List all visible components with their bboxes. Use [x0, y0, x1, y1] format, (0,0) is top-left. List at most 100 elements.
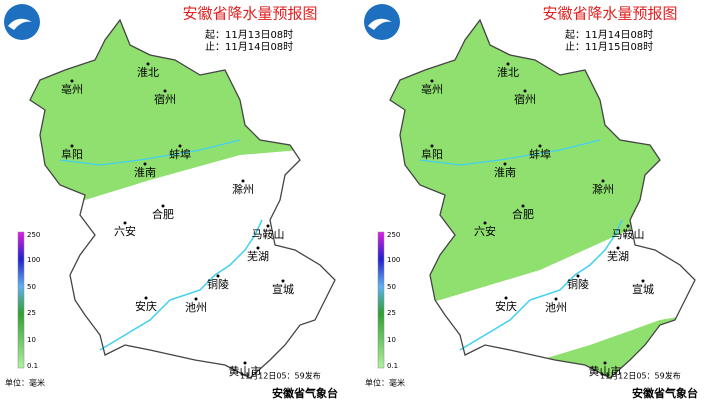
river — [99, 219, 263, 351]
city-label: 淮北 — [137, 66, 159, 79]
legend-tick: 250 — [27, 231, 40, 239]
city-dot — [523, 89, 527, 93]
city-label: 淮北 — [497, 66, 519, 79]
legend-tick: 0.1 — [387, 362, 398, 370]
city-label: 六安 — [114, 224, 136, 238]
start-time: 起：11月14日08时 — [565, 29, 653, 41]
end-time: 止：11月14日08时 — [205, 41, 293, 53]
city-dot — [641, 279, 645, 283]
city-label: 池州 — [545, 301, 567, 314]
city-dot — [430, 79, 434, 83]
city-dot — [504, 296, 508, 300]
city-label: 宣城 — [272, 282, 294, 296]
city-label: 马鞍山 — [252, 227, 285, 241]
city-dot — [256, 246, 260, 250]
river — [419, 139, 601, 166]
city-dot — [163, 89, 167, 93]
city-dot — [281, 279, 285, 283]
legend-tick: 50 — [27, 283, 36, 291]
city-label: 淮南 — [494, 166, 516, 179]
city-label: 六安 — [474, 224, 496, 238]
city-dot — [161, 204, 165, 208]
city-label: 淮南 — [134, 166, 156, 179]
city-label: 亳州 — [61, 82, 83, 96]
city-dot — [601, 179, 605, 183]
city-dot — [603, 361, 607, 365]
city-label: 池州 — [185, 301, 207, 314]
logo-wave — [8, 18, 32, 30]
city-label: 芜湖 — [247, 249, 269, 263]
city-label: 阜阳 — [421, 148, 443, 161]
city-dot — [430, 144, 434, 148]
city-label: 合肥 — [512, 207, 534, 221]
city-label: 马鞍山 — [612, 227, 645, 241]
city-dot — [216, 274, 220, 278]
agency-name: 安徽省气象台 — [272, 386, 338, 400]
legend-tick: 100 — [387, 256, 400, 264]
city-label: 蚌埠 — [529, 147, 551, 161]
city-label: 蚌埠 — [169, 147, 191, 161]
city-dot — [483, 221, 487, 225]
city-label: 宿州 — [514, 92, 536, 106]
city-dot — [521, 204, 525, 208]
city-dot — [576, 274, 580, 278]
city-dot — [146, 62, 150, 66]
city-dot — [554, 297, 558, 301]
city-label: 阜阳 — [61, 148, 83, 161]
province-border — [29, 18, 336, 379]
panel-title: 安徽省降水量预报图 — [182, 5, 317, 23]
city-dot — [178, 144, 182, 148]
panel-title: 安徽省降水量预报图 — [542, 5, 677, 23]
river — [59, 139, 241, 166]
rain-zone — [30, 20, 335, 200]
city-label: 黄山市 — [589, 364, 622, 378]
province-border — [389, 18, 696, 379]
city-dot — [616, 246, 620, 250]
city-dot — [241, 179, 245, 183]
rain-area — [30, 20, 335, 200]
legend-tick: 10 — [387, 336, 396, 344]
city-dot — [144, 296, 148, 300]
city-dot — [70, 79, 74, 83]
city-dot — [503, 162, 507, 166]
city-label: 安庆 — [135, 299, 157, 313]
legend-bar — [377, 231, 385, 369]
city-dot — [143, 162, 147, 166]
river — [459, 219, 623, 351]
legend-bar — [17, 231, 25, 369]
city-label: 安庆 — [495, 299, 517, 313]
city-label: 宿州 — [154, 92, 176, 106]
unit-label: 单位：毫米 — [365, 378, 405, 388]
end-time: 止：11月15日08时 — [565, 41, 653, 53]
legend-tick: 10 — [27, 336, 36, 344]
legend-tick: 0.1 — [27, 362, 38, 370]
publish-time: 11月12日05：59发布 — [240, 371, 321, 381]
city-label: 宣城 — [632, 282, 654, 296]
legend-tick: 25 — [27, 309, 36, 317]
unit-label: 单位：毫米 — [5, 378, 45, 388]
legend-tick: 50 — [387, 283, 396, 291]
city-label: 合肥 — [152, 207, 174, 221]
city-dot — [266, 224, 270, 228]
city-dot — [243, 361, 247, 365]
legend-tick: 250 — [387, 231, 400, 239]
city-dot — [506, 62, 510, 66]
city-dot — [70, 144, 74, 148]
publish-time: 11月12日05：59发布 — [600, 371, 681, 381]
start-time: 起：11月13日08时 — [205, 29, 293, 41]
city-dot — [626, 224, 630, 228]
city-label: 芜湖 — [607, 249, 629, 263]
legend-tick: 100 — [27, 256, 40, 264]
logo-wave — [368, 18, 392, 30]
city-dot — [538, 144, 542, 148]
city-dot — [123, 221, 127, 225]
city-label: 滁州 — [592, 182, 614, 196]
city-label: 亳州 — [421, 82, 443, 96]
legend-tick: 25 — [387, 309, 396, 317]
city-label: 黄山市 — [229, 364, 262, 378]
city-label: 滁州 — [232, 182, 254, 196]
